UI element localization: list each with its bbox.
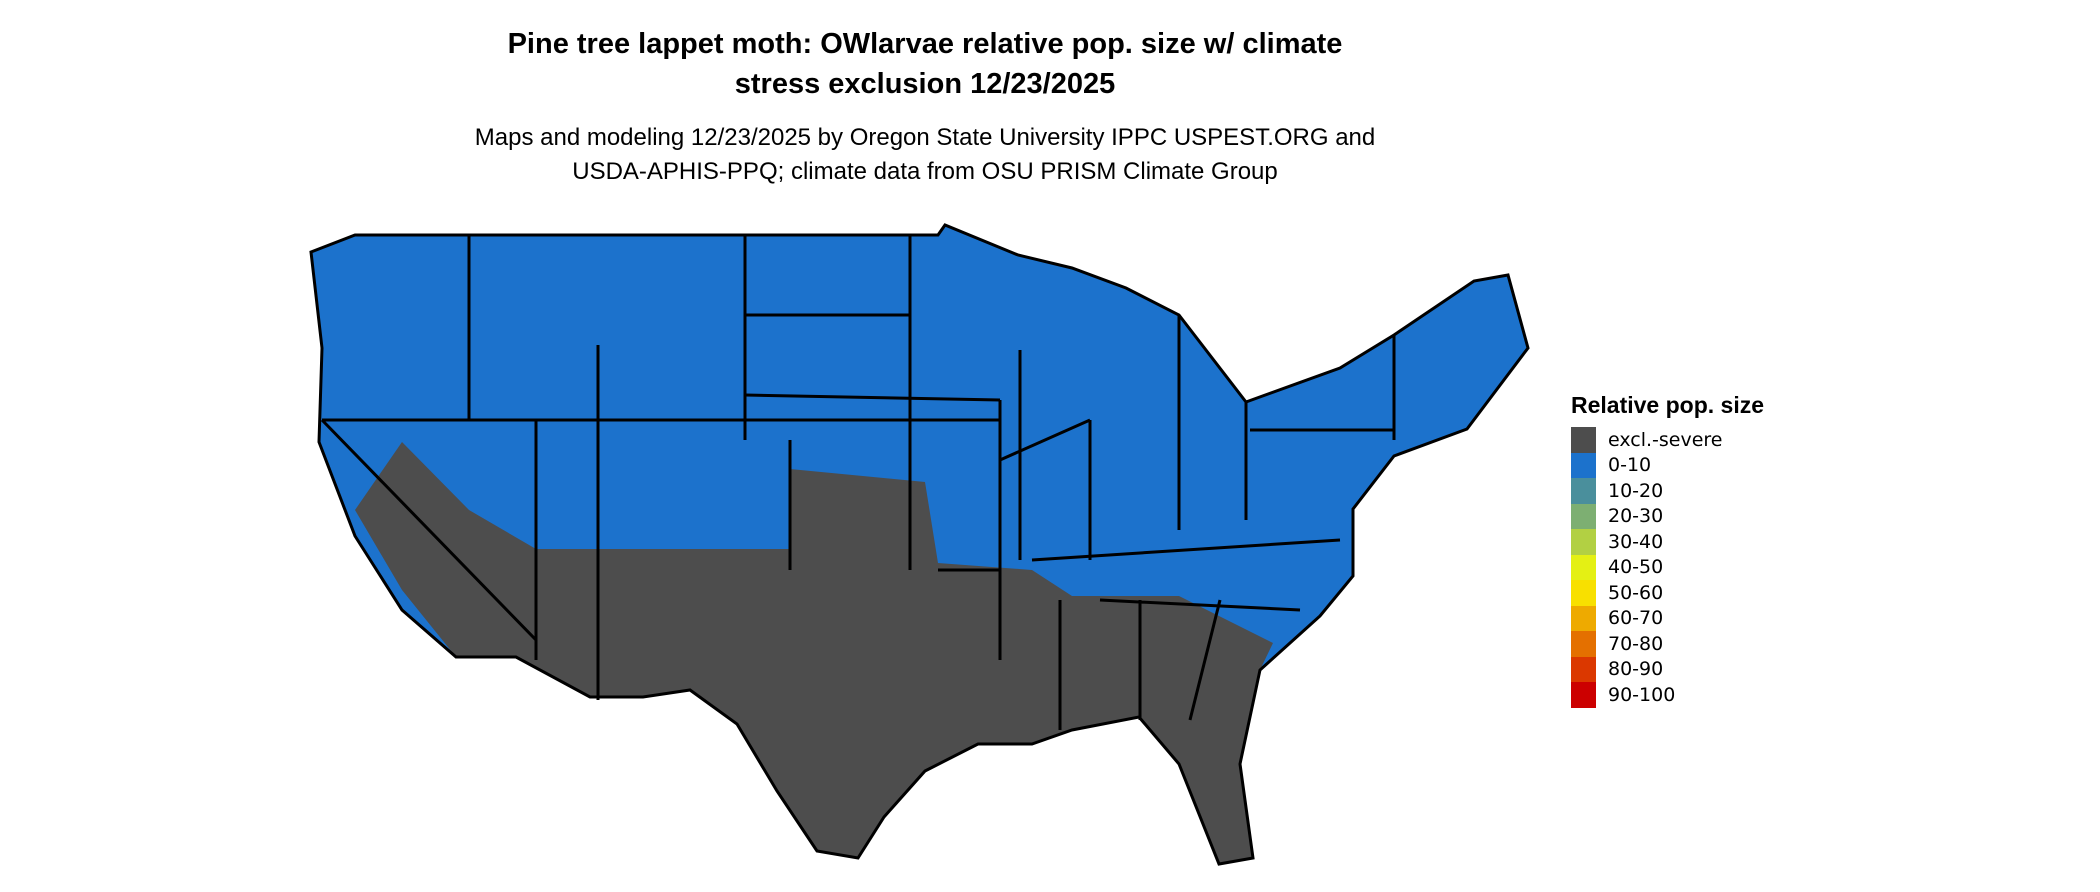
legend-swatch <box>1571 529 1596 555</box>
legend-label: 80-90 <box>1608 658 1664 681</box>
legend-swatch <box>1571 656 1596 682</box>
map-title-line2: stress exclusion 12/23/2025 <box>734 68 1116 100</box>
legend-swatch <box>1571 554 1596 580</box>
legend-swatch <box>1571 580 1596 606</box>
legend-item: 0-10 <box>1571 452 1764 478</box>
legend-label: 40-50 <box>1608 556 1664 579</box>
legend-swatch <box>1571 503 1596 529</box>
legend-label: 90-100 <box>1608 683 1676 706</box>
state-border-line <box>744 393 1001 402</box>
state-border-line <box>1031 538 1341 562</box>
legend-title: Relative pop. size <box>1571 392 1765 418</box>
state-border-line <box>320 418 538 642</box>
legend-swatch <box>1571 682 1596 708</box>
map-subtitle-line2: USDA-APHIS-PPQ; climate data from OSU PR… <box>572 158 1278 185</box>
legend: Relative pop. size excl.-severe 0-10 10-20… <box>1571 392 1764 708</box>
legend-swatch <box>1571 452 1596 478</box>
map-title-line1: Pine tree lappet moth: OWlarvae relative… <box>507 28 1343 60</box>
legend-label: 70-80 <box>1608 632 1664 655</box>
excluded-region <box>355 442 1273 864</box>
map-subtitle-line1: Maps and modeling 12/23/2025 by Oregon S… <box>474 124 1376 151</box>
legend-label: 30-40 <box>1608 530 1664 553</box>
legend-swatch <box>1571 427 1596 453</box>
legend-item: 40-50 <box>1571 554 1764 580</box>
legend-item: 20-30 <box>1571 503 1764 529</box>
legend-item: excl.-severe <box>1571 427 1764 453</box>
state-border-line <box>999 418 1091 462</box>
legend-swatch <box>1571 478 1596 504</box>
legend-label: 0-10 <box>1608 454 1652 477</box>
legend-label: 60-70 <box>1608 607 1664 630</box>
legend-swatch <box>1571 631 1596 657</box>
legend-item: 80-90 <box>1571 656 1764 682</box>
legend-item: 60-70 <box>1571 605 1764 631</box>
state-border-line <box>1188 599 1222 721</box>
legend-label: excl.-severe <box>1608 428 1723 451</box>
state-border-line <box>1099 598 1301 612</box>
legend-item: 50-60 <box>1571 580 1764 606</box>
us-border <box>309 223 1530 866</box>
legend-swatch <box>1571 605 1596 631</box>
legend-item: 10-20 <box>1571 478 1764 504</box>
legend-item: 30-40 <box>1571 529 1764 555</box>
state-borders <box>320 235 1396 730</box>
legend-item: 90-100 <box>1571 682 1764 708</box>
legend-item: 70-80 <box>1571 631 1764 657</box>
legend-label: 20-30 <box>1608 505 1664 528</box>
legend-label: 50-60 <box>1608 581 1664 604</box>
legend-label: 10-20 <box>1608 479 1664 502</box>
